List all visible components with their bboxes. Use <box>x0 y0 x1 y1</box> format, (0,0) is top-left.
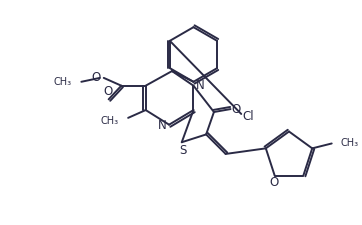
Text: CH₃: CH₃ <box>341 138 359 148</box>
Text: N: N <box>196 79 205 92</box>
Text: O: O <box>232 103 241 116</box>
Text: S: S <box>179 144 186 157</box>
Text: O: O <box>103 85 112 98</box>
Text: O: O <box>269 176 278 189</box>
Text: CH₃: CH₃ <box>100 116 118 126</box>
Text: Cl: Cl <box>242 110 254 123</box>
Text: N: N <box>158 119 167 132</box>
Text: CH₃: CH₃ <box>54 77 72 87</box>
Text: O: O <box>91 71 101 84</box>
